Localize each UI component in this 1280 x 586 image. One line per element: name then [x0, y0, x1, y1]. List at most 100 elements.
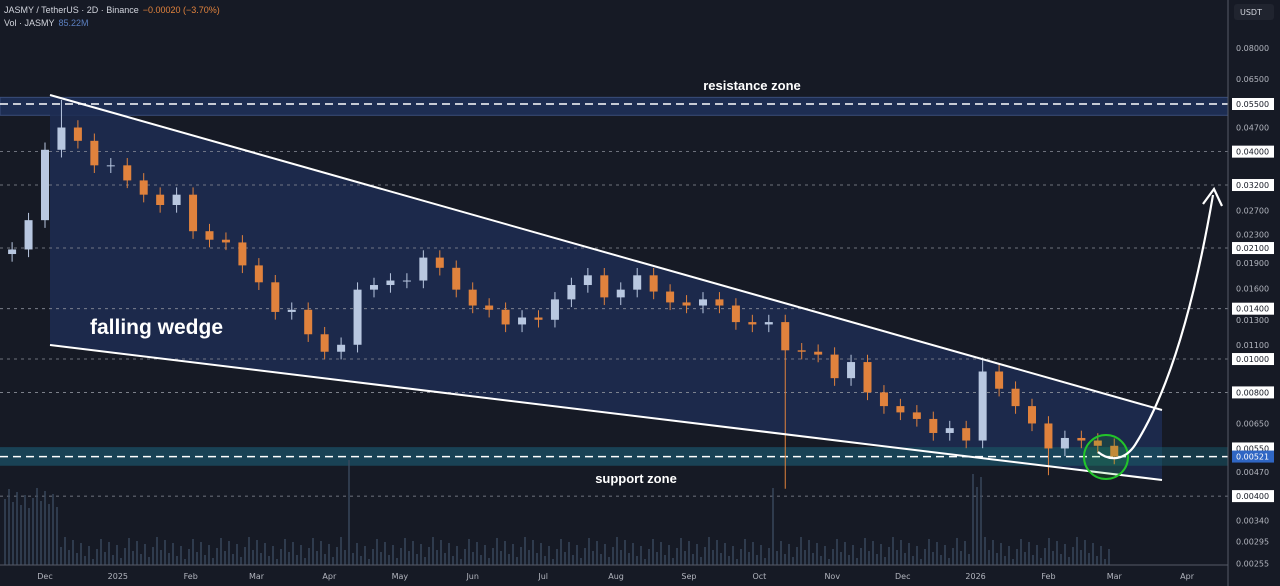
candle — [830, 347, 839, 386]
candle-body — [649, 275, 658, 292]
volume-bar — [404, 538, 406, 565]
volume-bar — [964, 541, 966, 565]
candle-body — [238, 242, 247, 266]
candle-body — [896, 406, 905, 413]
volume-bar — [648, 549, 650, 565]
volume-bar — [264, 543, 266, 565]
candle — [90, 133, 99, 174]
volume-bar — [76, 553, 78, 565]
volume-bar — [388, 555, 390, 565]
volume-bar — [232, 554, 234, 565]
volume-bar — [1016, 549, 1018, 565]
volume-bar — [1064, 544, 1066, 565]
candle — [814, 344, 823, 363]
price-tag — [1232, 302, 1274, 315]
volume-bar — [672, 558, 674, 565]
candle-body — [172, 194, 181, 205]
candle-body — [879, 392, 888, 407]
volume-bar — [280, 549, 282, 565]
candle — [748, 314, 757, 333]
volume-bar — [300, 545, 302, 565]
support-zone-ext — [1162, 447, 1228, 466]
candle-body — [386, 280, 395, 286]
volume-bar — [704, 547, 706, 565]
candle-body — [1110, 445, 1119, 457]
volume-bar — [144, 544, 146, 565]
volume-bar — [348, 460, 350, 565]
volume-bar — [380, 552, 382, 565]
volume-bar — [1092, 543, 1094, 565]
candle — [731, 298, 740, 330]
volume-value: 85.22M — [58, 18, 89, 28]
volume-bar — [172, 543, 174, 565]
candle-body — [106, 165, 115, 167]
volume-bar — [600, 554, 602, 565]
price-tick-label: 0.00295 — [1236, 538, 1269, 547]
candle — [57, 99, 66, 158]
candle-body — [666, 291, 675, 303]
candle-body — [830, 354, 839, 379]
volume-bar — [476, 542, 478, 565]
volume-bar — [28, 508, 30, 565]
candle — [583, 268, 592, 293]
volume-bar — [588, 538, 590, 565]
volume-bar — [820, 556, 822, 565]
volume-bar — [780, 541, 782, 565]
volume-bar — [604, 544, 606, 565]
candle-body — [699, 299, 707, 306]
volume-bar — [716, 540, 718, 565]
volume-bar — [420, 544, 422, 565]
volume-bar — [856, 558, 858, 565]
candle-body — [781, 322, 790, 351]
candle — [633, 268, 642, 298]
volume-bar — [848, 555, 850, 565]
time-tick-label: Dec — [37, 572, 52, 581]
candle — [320, 326, 329, 360]
volume-bar — [532, 540, 534, 565]
current-price-label: 0.00521 — [1236, 453, 1269, 462]
candle — [1060, 430, 1069, 457]
volume-bar — [636, 556, 638, 565]
time-tick-label: May — [392, 572, 409, 581]
candle — [24, 212, 33, 258]
candle — [978, 357, 987, 449]
volume-bar — [324, 554, 326, 565]
volume-bar — [32, 498, 34, 565]
candle-body — [8, 249, 17, 255]
volume-bar — [824, 546, 826, 565]
candle-body — [616, 289, 625, 298]
volume-bar — [40, 501, 42, 565]
volume-bar — [548, 546, 550, 565]
volume-bar — [68, 550, 70, 565]
candle — [8, 242, 17, 262]
volume-bar — [84, 556, 86, 565]
volume-bar — [692, 554, 694, 565]
volume-bar — [552, 559, 554, 565]
candle-body — [271, 282, 280, 312]
candle-body — [139, 180, 148, 195]
volume-bar — [652, 539, 654, 565]
price-tag — [1232, 353, 1274, 366]
volume-label: Vol · JASMY — [4, 18, 55, 28]
candle — [1011, 381, 1020, 414]
volume-bar — [288, 552, 290, 565]
volume-bar — [268, 556, 270, 565]
candle — [172, 187, 181, 213]
volume-bar — [988, 550, 990, 565]
volume-bar — [332, 557, 334, 565]
candle — [929, 411, 938, 441]
volume-bar — [116, 545, 118, 565]
volume-bar — [800, 537, 802, 565]
volume-bar — [984, 537, 986, 565]
volume-bar — [632, 543, 634, 565]
time-tick-label: 2025 — [108, 572, 128, 581]
time-tick-label: Nov — [824, 572, 840, 581]
volume-bar — [596, 541, 598, 565]
volume-bar — [4, 499, 6, 565]
volume-bar — [92, 559, 94, 565]
price-tick-label: 0.00255 — [1236, 559, 1269, 568]
volume-bar — [36, 488, 38, 565]
candle — [419, 250, 428, 289]
volume-bar — [892, 537, 894, 565]
